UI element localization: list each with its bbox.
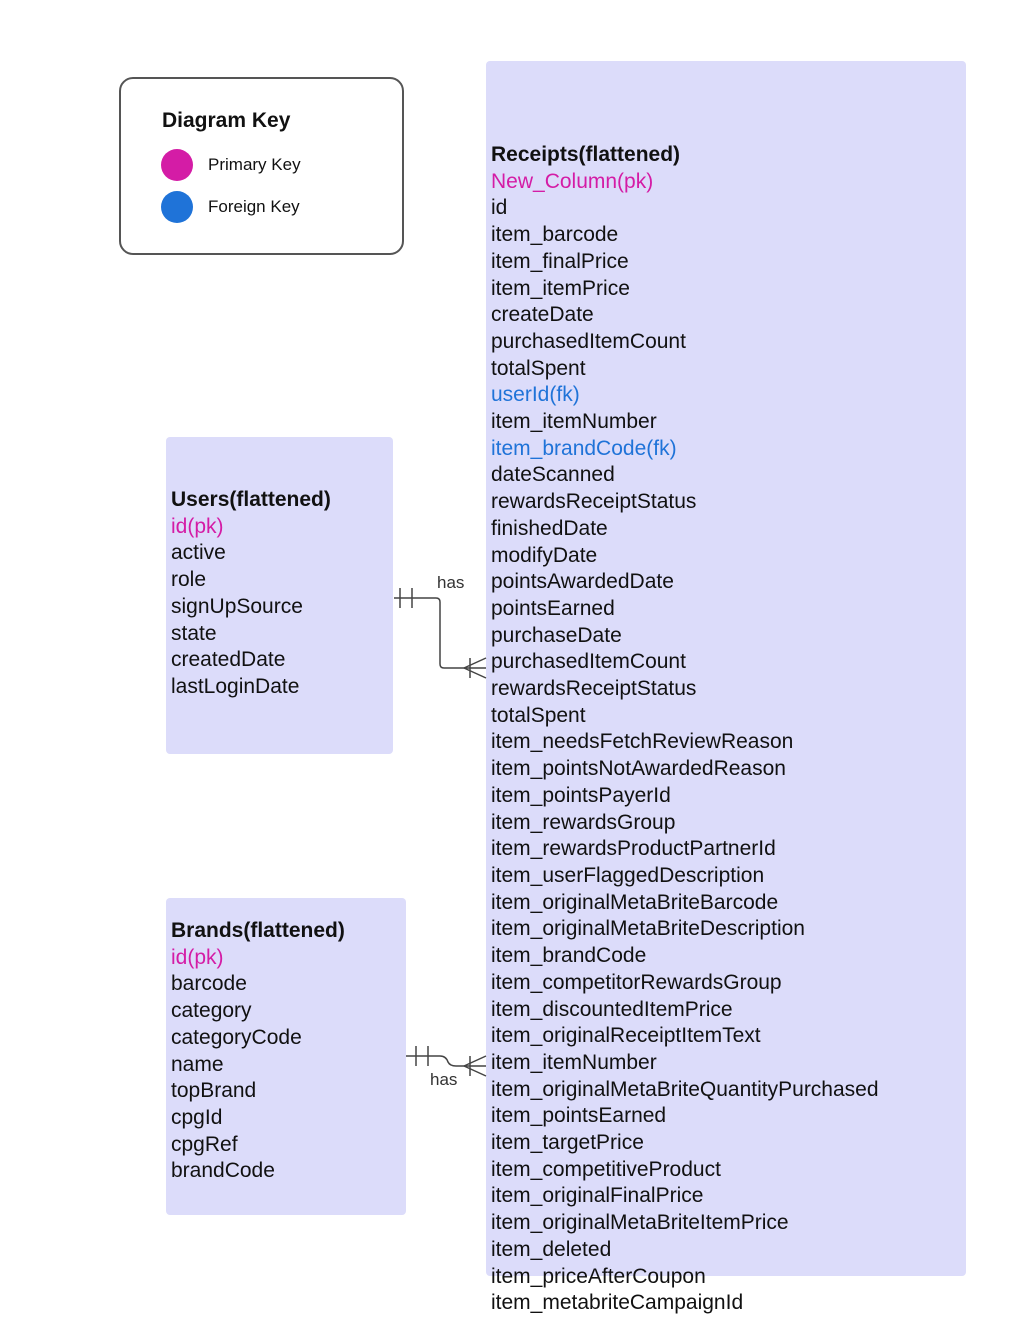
brands-receipts-relationship-label: has [430,1070,458,1089]
receipts-field: totalSpent [491,703,586,727]
receipts-field: item_originalReceiptItemText [491,1024,761,1048]
brands-receipts-connector[interactable] [406,1046,487,1077]
users-field: signUpSource [171,594,303,618]
users-receipts-connector[interactable] [394,588,487,679]
receipts-field: item_originalMetaBriteDescription [491,917,805,941]
receipts-field: item_competitorRewardsGroup [491,970,782,994]
receipts-many-fork-top-2 [463,1055,487,1067]
primary-key-label: Primary Key [208,155,301,174]
receipts-field: item_needsFetchReviewReason [491,730,794,754]
receipts-field: dateScanned [491,463,615,487]
receipts-field: purchasedItemCount [491,650,686,674]
primary-key-legend: Primary Key [161,149,301,181]
receipts-field: rewardsReceiptStatus [491,490,697,514]
foreign-key-legend: Foreign Key [161,191,300,223]
brands-entity-title: Brands(flattened) [171,919,345,942]
users-field: state [171,621,217,645]
users-field: active [171,541,226,565]
users-field: role [171,568,207,592]
brands-field: categoryCode [171,1025,302,1049]
brands-field-pk: id(pk) [171,945,224,969]
receipts-field: item_competitiveProduct [491,1157,721,1181]
receipts-field: item_itemNumber [491,1050,657,1074]
users-receipts-line [394,597,486,669]
brands-field: topBrand [171,1079,257,1103]
receipts-field: item_originalMetaBriteItemPrice [491,1211,789,1235]
receipts-many-fork-bottom [463,667,487,679]
receipts-field: item_priceAfterCoupon [491,1264,706,1288]
primary-key-dot-icon [161,149,193,181]
receipts-field: item_pointsPayerId [491,783,671,807]
receipts-entity-title: Receipts(flattened) [491,143,681,166]
receipts-field: item_itemNumber [491,410,657,434]
receipts-field: item_originalMetaBriteQuantityPurchased [491,1077,879,1101]
users-field-pk: id(pk) [171,514,224,538]
brands-field: cpgId [171,1105,223,1129]
receipts-field: finishedDate [491,516,608,540]
brands-entity[interactable]: Brands(flattened) id(pk) barcode category c… [166,898,406,1215]
receipts-field: item_itemPrice [491,276,630,300]
receipts-field: item_rewardsGroup [491,810,676,834]
brands-field: brandCode [171,1159,275,1183]
receipts-field-pk: New_Column(pk) [491,169,654,193]
users-receipts-relationship-label: has [437,573,465,592]
users-field: lastLoginDate [171,674,300,698]
brands-field: cpgRef [171,1132,238,1156]
brands-field-list: id(pk) barcode category categoryCode name top… [171,945,406,1185]
receipts-field: purchasedItemCount [491,329,686,353]
receipts-field: item_targetPrice [491,1131,644,1155]
receipts-field: createDate [491,303,594,327]
receipts-field: modifyDate [491,543,598,567]
receipts-field: item_originalMetaBriteBarcode [491,890,779,914]
brands-field: category [171,999,252,1023]
users-entity-title: Users(flattened) [171,488,331,511]
diagram-key-title: Diagram Key [162,109,291,132]
receipts-field-fk: item_brandCode(fk) [491,436,677,460]
receipts-many-fork-bottom-2 [463,1065,487,1077]
receipts-field: item_discountedItemPrice [491,997,733,1021]
receipts-field: item_pointsNotAwardedReason [491,757,786,781]
receipts-field: totalSpent [491,356,586,380]
brands-field: barcode [171,972,247,996]
receipts-field: rewardsReceiptStatus [491,677,697,701]
receipts-field: item_deleted [491,1237,612,1261]
users-field: createdDate [171,648,286,672]
receipts-field-list: New_Column(pk)id item_barcode item_finalPr… [491,169,966,1317]
receipts-many-fork-top [463,657,487,669]
brands-receipts-line [406,1055,486,1067]
receipts-field: item_userFlaggedDescription [491,863,765,887]
receipts-field: item_barcode [491,223,619,247]
brands-field: name [171,1052,224,1076]
receipts-field: purchaseDate [491,623,622,647]
foreign-key-label: Foreign Key [208,197,300,216]
receipts-field: pointsAwardedDate [491,570,674,594]
users-entity[interactable]: Users(flattened) id(pk) active role signUpS… [166,437,393,754]
receipts-field: item_pointsEarned [491,1104,667,1128]
diagram-key: Diagram Key Primary Key Foreign Key [119,77,404,255]
receipts-field: item_originalFinalPrice [491,1184,704,1208]
receipts-field: pointsEarned [491,596,615,620]
receipts-field: item_finalPrice [491,249,629,273]
receipts-field: item_brandCode [491,944,647,968]
receipts-field: id [491,196,508,220]
receipts-field: item_rewardsProductPartnerId [491,837,776,861]
users-field-list: id(pk) active role signUpSource state created… [171,514,393,701]
receipts-field: item_metabriteCampaignId [491,1291,744,1315]
receipts-entity[interactable]: Receipts(flattened) New_Column(pk)id item… [486,61,966,1314]
foreign-key-dot-icon [161,191,193,223]
receipts-field-fk: userId(fk) [491,383,580,407]
